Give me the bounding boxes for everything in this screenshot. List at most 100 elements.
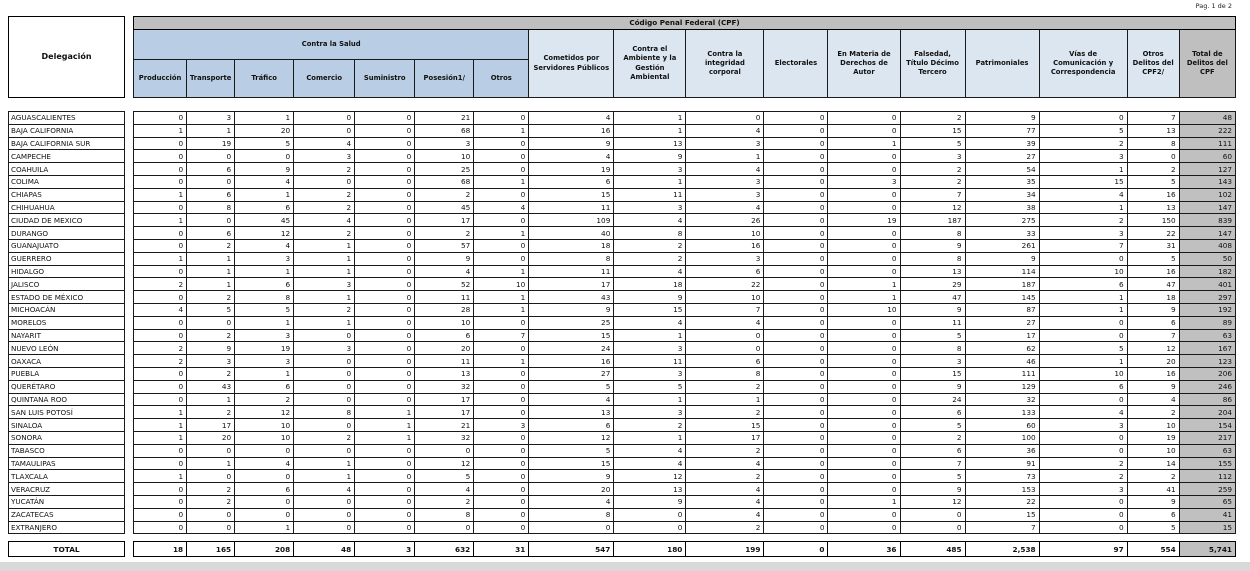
value-cell: 0 [827, 392, 901, 407]
value-cell: 2 [133, 354, 188, 368]
value-cell: 3 [186, 354, 236, 368]
value-cell: 6 [685, 354, 765, 368]
value-cell: 14 [1126, 456, 1180, 471]
value-cell: 4 [528, 494, 615, 509]
value-cell: 1 [827, 494, 901, 509]
value-cell: 0 [354, 443, 416, 458]
value-cell: 1 [613, 392, 687, 407]
value-cell: 9 [899, 302, 966, 317]
table-row: COAHUILA 0 6 9 2 0 25 0 19 3 4 0 0 2 54 1 2 127 [7, 162, 1237, 176]
value-cell: 0 [763, 328, 829, 343]
value-cell: 0 [354, 482, 416, 496]
row-total-cell: 204 [1178, 405, 1237, 420]
table-row: TAMAULIPAS 0 1 4 1 0 12 0 15 4 4 0 0 7 91 2 14 155 [7, 456, 1237, 471]
value-cell: 2 [186, 238, 236, 253]
value-cell: 0 [293, 328, 356, 343]
value-cell: 3 [1038, 418, 1128, 432]
value-cell: 0 [354, 136, 416, 151]
value-cell: 0 [473, 482, 530, 496]
col-header-suministro: Suministro [354, 59, 416, 98]
column-gap [125, 483, 134, 496]
value-cell: 10 [827, 302, 901, 317]
value-cell: 1 [234, 315, 295, 330]
col-header-vias-comunicacion: Vías de Comunicación y Correspondencia [1038, 29, 1128, 98]
value-cell: 25 [528, 315, 615, 330]
value-cell: 5 [1126, 251, 1180, 266]
value-cell: 0 [473, 111, 530, 125]
value-cell: 4 [234, 238, 295, 253]
value-cell: 2 [685, 443, 765, 458]
value-cell: 1 [827, 277, 901, 292]
value-cell: 4 [528, 392, 615, 407]
value-cell: 0 [899, 520, 966, 535]
value-cell: 9 [964, 251, 1040, 266]
value-cell: 1 [234, 366, 295, 381]
value-cell: 17 [414, 405, 475, 420]
value-cell: 129 [964, 379, 1040, 394]
value-cell: 11 [414, 290, 475, 304]
col-header-produccion: Producción [133, 59, 188, 98]
delegation-cell: TAMAULIPAS [7, 456, 126, 471]
delegation-cell: GUANAJUATO [7, 238, 126, 253]
value-cell: 0 [685, 111, 765, 125]
column-gap [125, 137, 134, 150]
value-cell: 5 [528, 443, 615, 458]
value-cell: 261 [964, 238, 1040, 253]
delegation-cell: TLAXCALA [7, 469, 126, 484]
value-cell: 1 [473, 290, 530, 304]
value-cell: 4 [528, 149, 615, 164]
value-cell: 2 [414, 226, 475, 240]
column-gap [125, 252, 134, 265]
value-cell: 2 [685, 520, 765, 535]
body-total-gap [9, 534, 1236, 542]
column-total-cell: 199 [685, 541, 765, 558]
value-cell: 0 [763, 277, 829, 292]
column-total-cell: 36 [827, 541, 901, 558]
value-cell: 0 [763, 111, 829, 125]
table-row: MORELOS 0 0 1 1 0 10 0 25 4 4 0 0 11 27 0 6 89 [7, 315, 1237, 330]
value-cell: 2 [186, 328, 236, 343]
table-row: BAJA CALIFORNIA 1 1 20 0 0 68 1 16 1 4 0 0 15 77 5 13 222 [7, 123, 1237, 138]
column-gap [125, 495, 134, 508]
value-cell: 13 [613, 482, 687, 496]
value-cell: 13 [528, 405, 615, 420]
row-total-cell: 147 [1178, 226, 1237, 240]
value-cell: 1 [186, 277, 236, 292]
value-cell: 0 [827, 418, 901, 432]
value-cell: 0 [1038, 507, 1128, 522]
value-cell: 4 [685, 162, 765, 176]
column-gap [125, 380, 134, 393]
column-total-cell: 547 [528, 541, 615, 558]
value-cell: 26 [685, 213, 765, 228]
value-cell: 0 [1038, 443, 1128, 458]
value-cell: 109 [528, 213, 615, 228]
value-cell: 3 [1038, 149, 1128, 164]
value-cell: 3 [899, 354, 966, 368]
value-cell: 5 [234, 136, 295, 151]
delegation-cell: EXTRANJERO [7, 520, 126, 535]
value-cell: 2 [1126, 469, 1180, 484]
table-row: GUANAJUATO 0 2 4 1 0 57 0 18 2 16 0 0 9 261 7 31 408 [7, 238, 1237, 253]
value-cell: 0 [827, 405, 901, 420]
value-cell: 0 [473, 136, 530, 151]
value-cell: 6 [186, 187, 236, 202]
value-cell: 0 [354, 149, 416, 164]
value-cell: 11 [613, 354, 687, 368]
value-cell: 0 [763, 443, 829, 458]
value-cell: 7 [685, 302, 765, 317]
value-cell: 10 [685, 290, 765, 304]
value-cell: 0 [186, 149, 236, 164]
delegation-cell: CHIAPAS [7, 187, 126, 202]
value-cell: 46 [964, 354, 1040, 368]
delegation-cell: BAJA CALIFORNIA [7, 123, 126, 138]
value-cell: 15 [1038, 174, 1128, 189]
value-cell: 77 [964, 123, 1040, 138]
value-cell: 0 [354, 187, 416, 202]
value-cell: 13 [1126, 200, 1180, 215]
value-cell: 0 [827, 520, 901, 535]
column-gap [125, 112, 134, 125]
value-cell: 8 [528, 507, 615, 522]
value-cell: 2 [293, 187, 356, 202]
value-cell: 1 [685, 392, 765, 407]
value-cell: 0 [827, 123, 901, 138]
